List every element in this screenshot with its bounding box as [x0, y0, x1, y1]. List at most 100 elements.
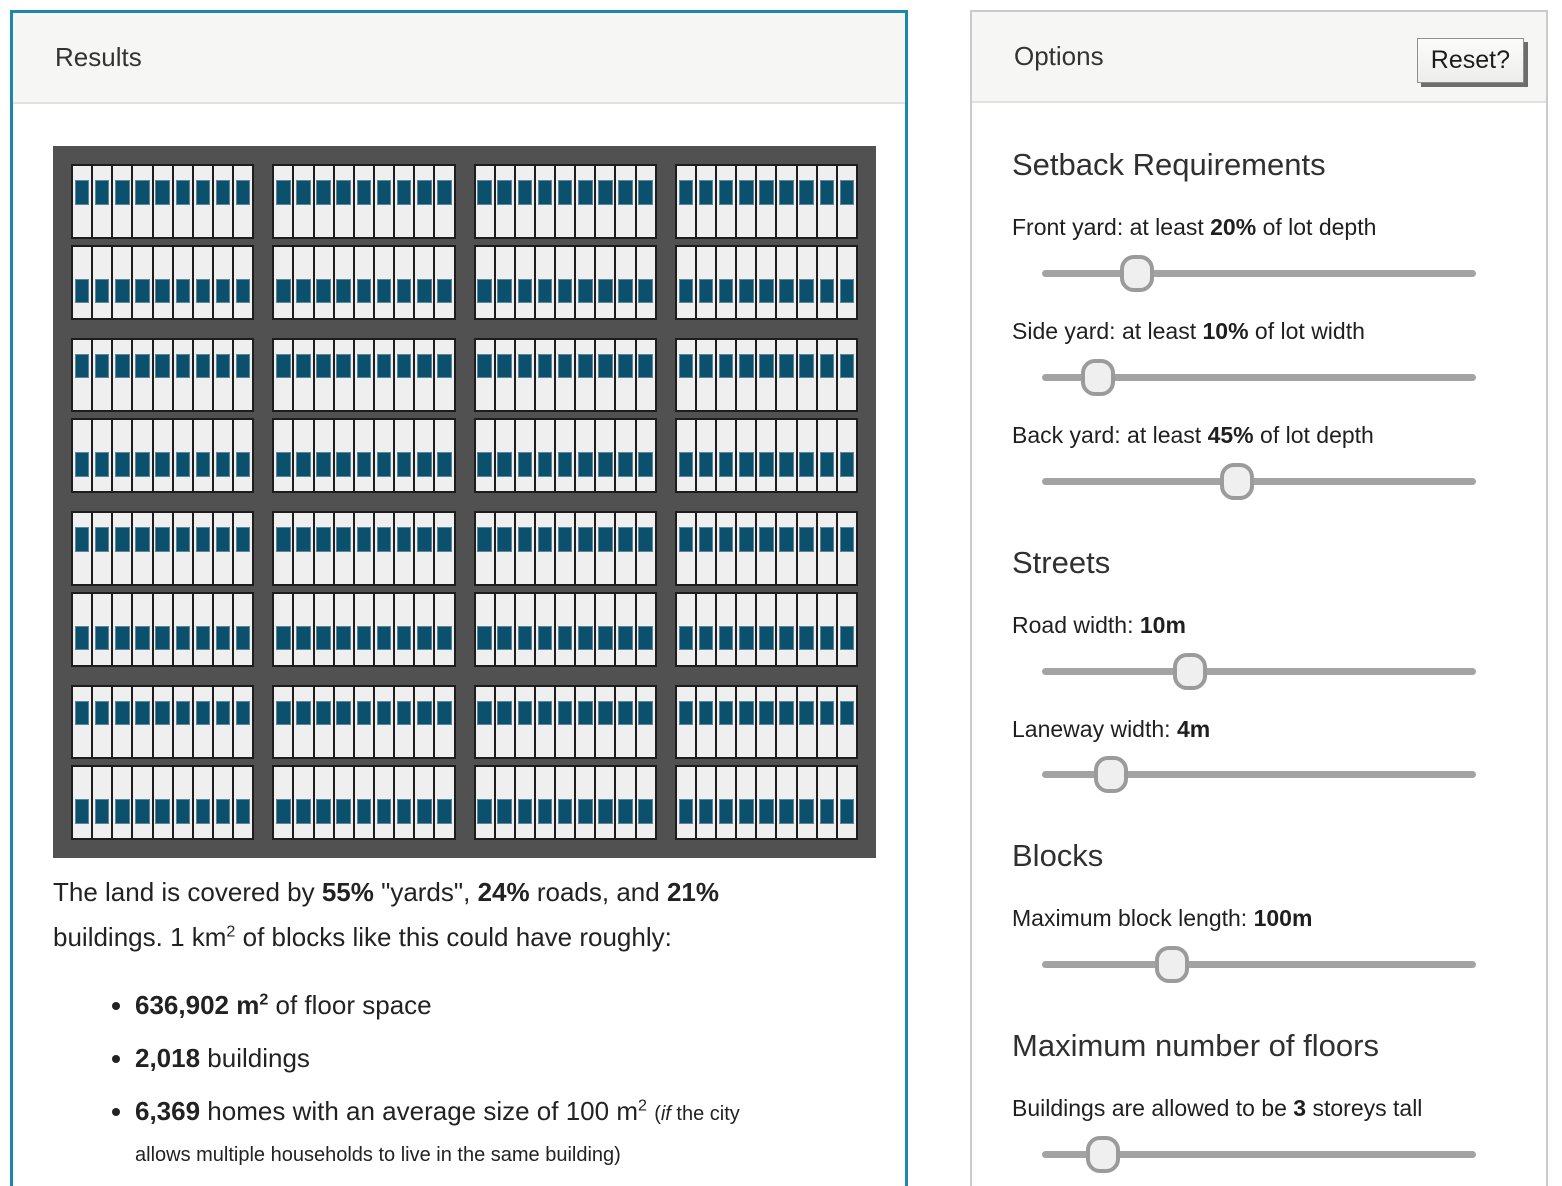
building [678, 180, 694, 205]
lot [113, 420, 132, 491]
lot [234, 420, 253, 491]
building [578, 452, 593, 477]
storeys-slider-thumb[interactable] [1085, 1136, 1120, 1174]
lot [133, 166, 152, 237]
building [598, 527, 613, 552]
city-block [674, 684, 858, 840]
lot [173, 339, 192, 411]
building [477, 527, 492, 552]
building [477, 625, 492, 651]
storeys-slider[interactable] [1042, 1136, 1476, 1174]
building [799, 278, 814, 304]
lot [717, 686, 736, 758]
building [115, 452, 130, 477]
side-yard-slider-track[interactable] [1042, 373, 1476, 381]
lot [717, 246, 736, 318]
building [296, 278, 311, 304]
laneway-width-slider-track[interactable] [1042, 771, 1476, 779]
max-block-length-slider-track[interactable] [1042, 961, 1476, 969]
lot [837, 339, 857, 411]
building [74, 700, 90, 726]
building [799, 625, 814, 651]
lot [797, 513, 816, 584]
building [698, 700, 714, 726]
max-block-length-slider-thumb[interactable] [1155, 946, 1190, 984]
laneway-width-slider-thumb[interactable] [1094, 756, 1129, 794]
laneway-width-slider[interactable] [1042, 756, 1476, 794]
road-width-slider[interactable] [1042, 652, 1476, 690]
building [437, 700, 452, 726]
building [336, 353, 351, 379]
label-text: Front yard: at least [1012, 214, 1211, 240]
lot [515, 513, 534, 584]
building [718, 452, 734, 477]
building [115, 353, 130, 379]
front-yard-slider-thumb[interactable] [1120, 254, 1155, 292]
city-block [71, 511, 255, 667]
lot-row [272, 418, 456, 493]
building [698, 625, 714, 651]
lot-row [674, 164, 858, 239]
building [678, 700, 694, 726]
building [638, 452, 653, 477]
building [115, 527, 130, 552]
back-yard-slider-thumb[interactable] [1220, 462, 1255, 500]
results-header: Results [13, 13, 905, 104]
lot [737, 513, 756, 584]
building [598, 799, 613, 824]
lot [274, 246, 293, 318]
building [698, 452, 714, 477]
building [316, 700, 331, 726]
front-yard-slider-track[interactable] [1042, 269, 1476, 277]
storeys-slider-track[interactable] [1042, 1151, 1476, 1159]
lot [696, 246, 716, 318]
lot [93, 686, 112, 758]
max-block-length-slider[interactable] [1042, 946, 1476, 984]
lot [294, 593, 313, 665]
building [74, 452, 90, 477]
building [618, 452, 633, 477]
lot [636, 593, 655, 665]
lot [737, 593, 756, 665]
building [638, 353, 653, 379]
building [759, 625, 774, 651]
back-yard-slider[interactable] [1042, 462, 1476, 500]
road-width-slider-thumb[interactable] [1172, 652, 1207, 690]
city-block [674, 511, 858, 667]
building [517, 452, 533, 477]
building [819, 799, 835, 824]
lot [93, 339, 112, 411]
building [557, 353, 573, 379]
laneway-width-label: Laneway width: 4m [1012, 715, 1506, 745]
building [839, 799, 855, 824]
lot [435, 593, 454, 665]
lot [153, 513, 172, 584]
lot [314, 339, 333, 411]
building [497, 700, 512, 726]
lot [294, 166, 313, 237]
side-yard-slider-thumb[interactable] [1081, 358, 1116, 396]
lot [133, 686, 152, 758]
lot-row [272, 337, 456, 413]
front-yard-slider[interactable] [1042, 254, 1476, 292]
building [235, 625, 251, 651]
road-width-slider-track[interactable] [1042, 667, 1476, 675]
building [759, 700, 774, 726]
city-block [272, 684, 456, 840]
side-yard-slider[interactable] [1042, 358, 1476, 396]
reset-button[interactable]: Reset? [1416, 38, 1524, 83]
building [376, 278, 392, 304]
building [759, 799, 774, 824]
building [155, 353, 170, 379]
lot [354, 513, 373, 584]
lot [717, 593, 736, 665]
building [477, 180, 492, 205]
building [618, 527, 633, 552]
lot [93, 513, 112, 584]
back-yard-slider-track[interactable] [1042, 477, 1476, 485]
building [175, 452, 191, 477]
lot [495, 767, 514, 838]
lot-row [272, 511, 456, 586]
building [738, 452, 754, 477]
building [155, 452, 170, 477]
